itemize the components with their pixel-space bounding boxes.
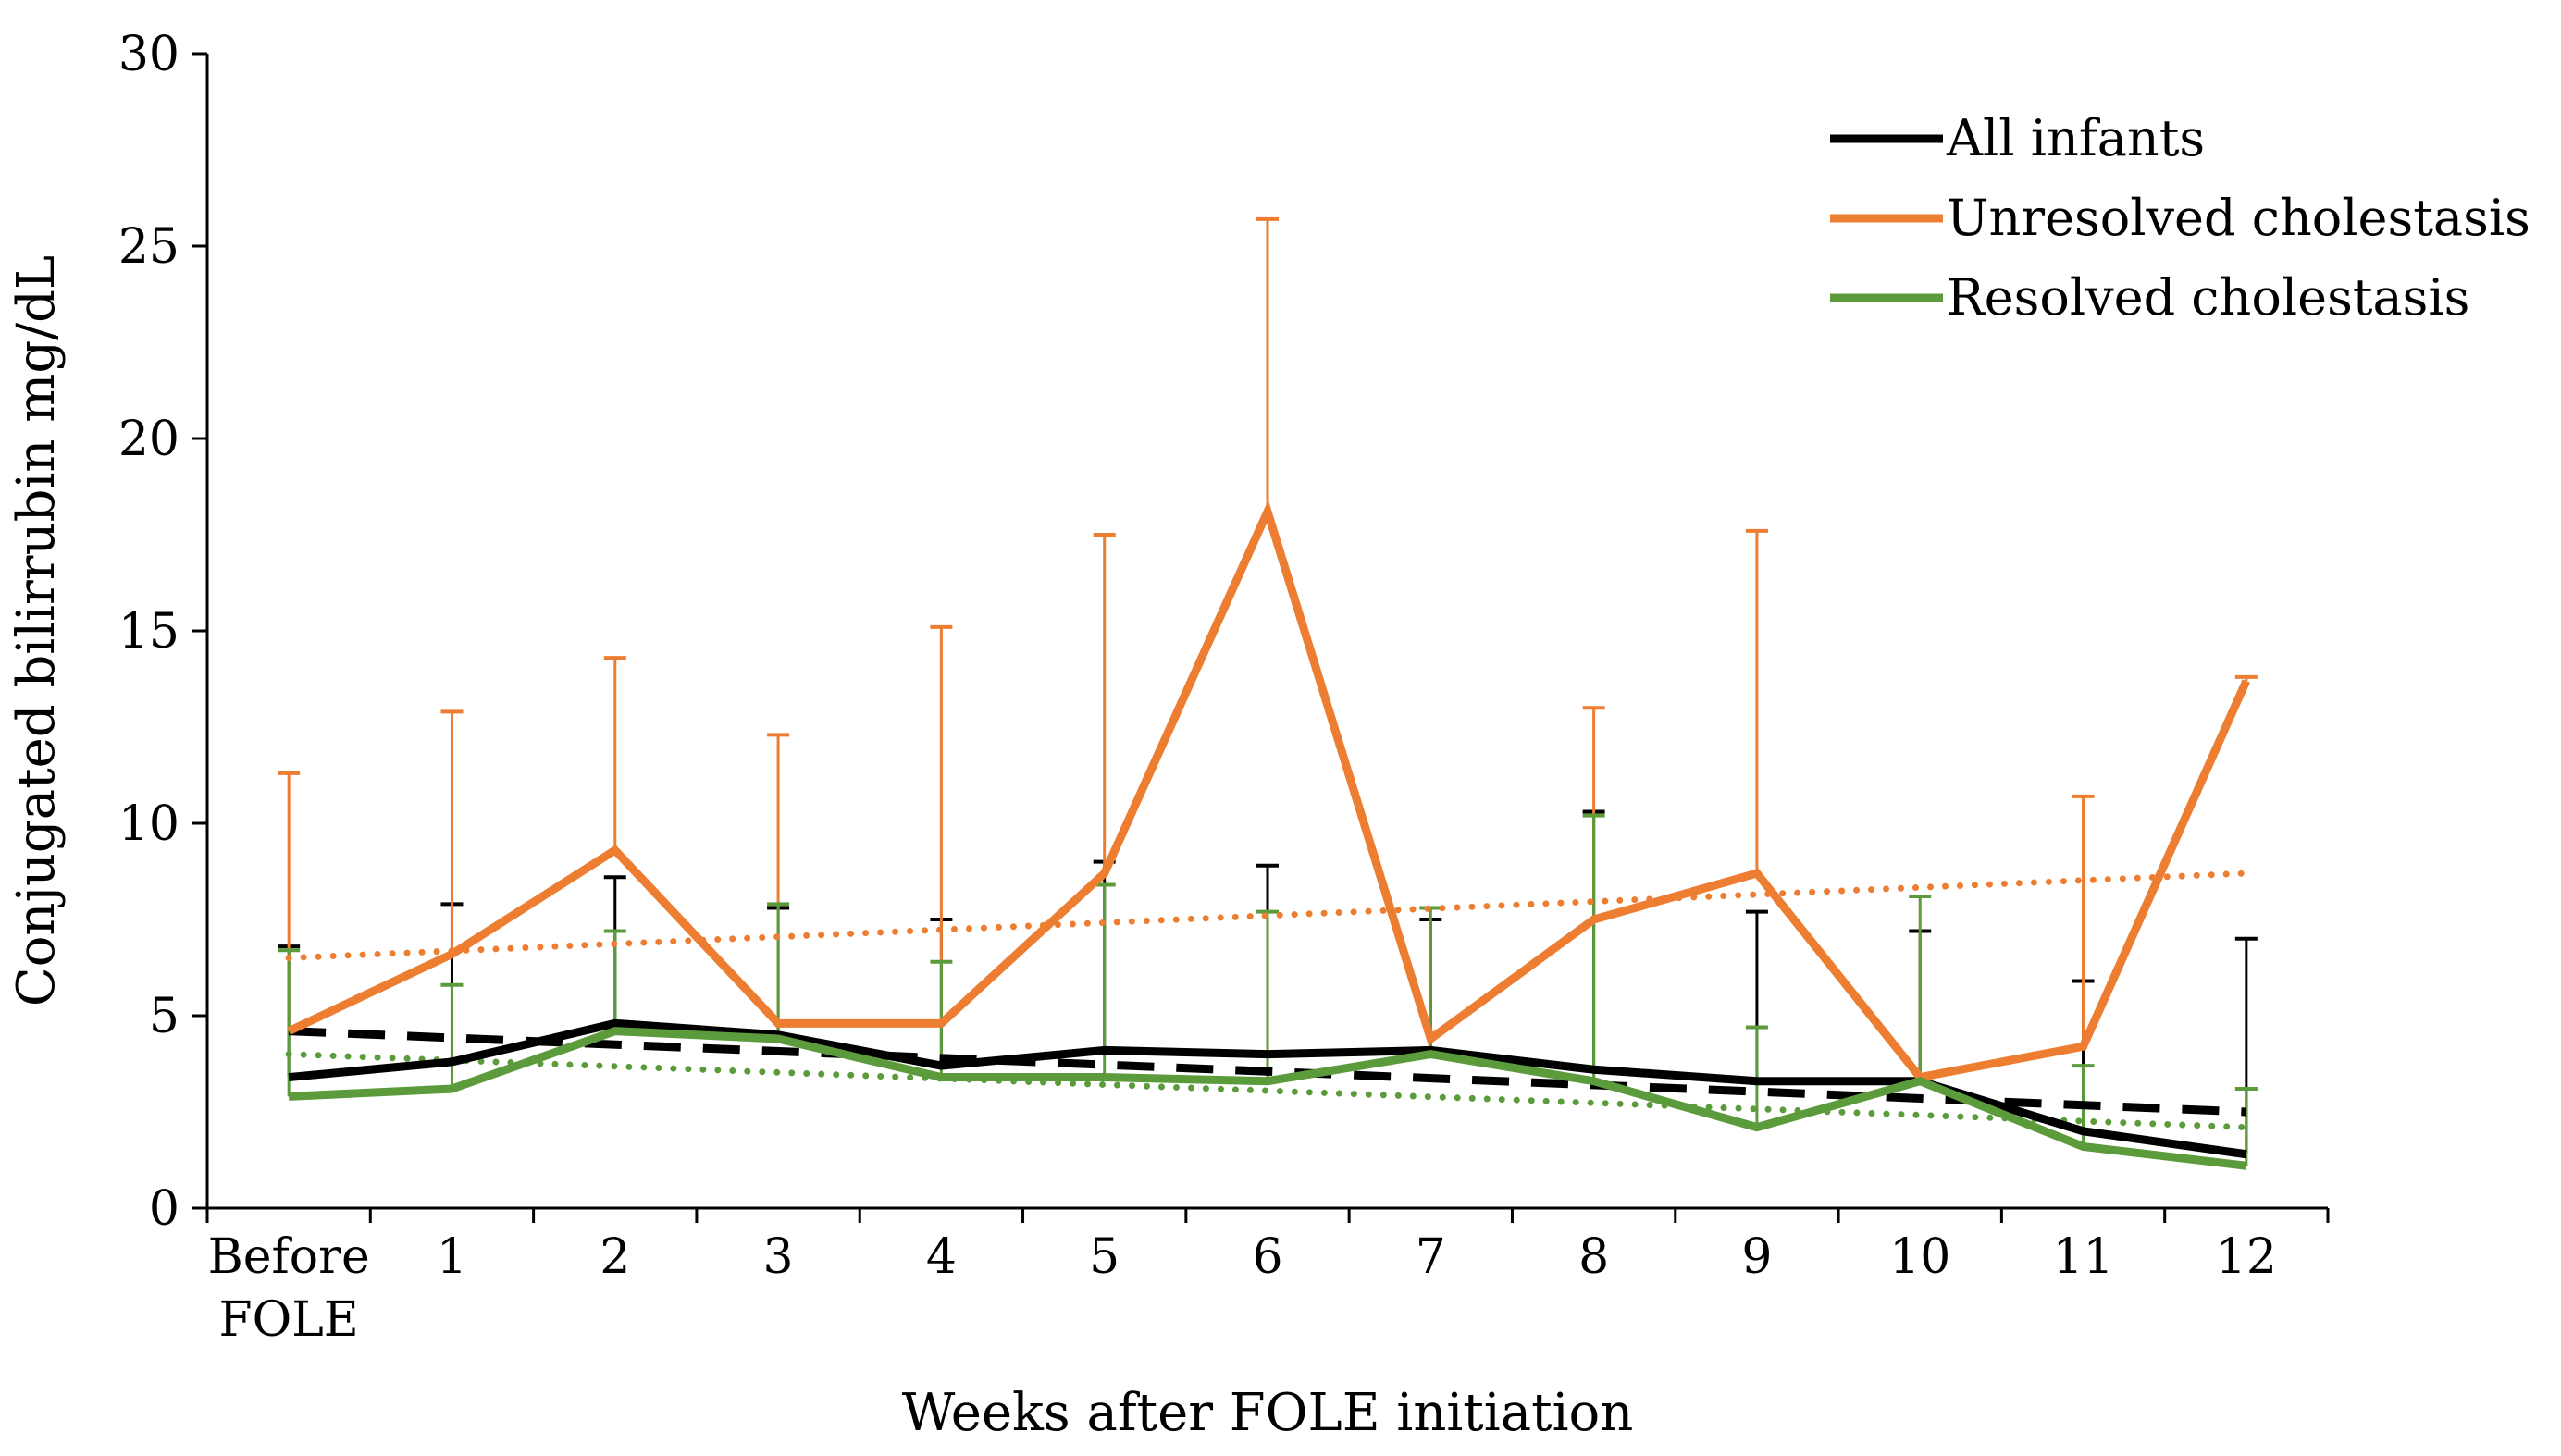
x-tick-label: 7 bbox=[1416, 1229, 1446, 1285]
x-tick-label: 3 bbox=[763, 1229, 794, 1285]
trend-line bbox=[285, 1051, 2250, 1131]
x-tick-label: 12 bbox=[2216, 1229, 2277, 1285]
series-line bbox=[288, 1027, 2247, 1170]
x-tick-label: 6 bbox=[1252, 1229, 1282, 1285]
y-tick-label: 15 bbox=[118, 604, 179, 660]
x-axis-title: Weeks after FOLE initiation bbox=[902, 1383, 1634, 1443]
y-tick-label: 25 bbox=[118, 219, 179, 275]
y-tick-label: 10 bbox=[118, 796, 179, 852]
error-bars bbox=[278, 216, 2258, 1166]
trend-line bbox=[285, 870, 2250, 962]
x-tick-label: 1 bbox=[437, 1229, 467, 1285]
x-tick-label: 2 bbox=[600, 1229, 630, 1285]
legend-label: Resolved cholestasis bbox=[1947, 268, 2469, 327]
y-tick-label: 0 bbox=[149, 1181, 179, 1237]
x-tick-label: 11 bbox=[2052, 1229, 2113, 1285]
legend-label: All infants bbox=[1946, 109, 2205, 167]
y-tick-label: 20 bbox=[118, 412, 179, 467]
y-tick-label: 30 bbox=[118, 27, 179, 82]
series-lines bbox=[287, 500, 2250, 1170]
y-tick-label: 5 bbox=[149, 989, 179, 1044]
legend: All infants Unresolved cholestasis Resolve… bbox=[1830, 109, 2530, 327]
x-tick-label: 4 bbox=[926, 1229, 957, 1285]
x-tick-label: 8 bbox=[1578, 1229, 1609, 1285]
x-tick-label: 9 bbox=[1741, 1229, 1772, 1285]
legend-label: Unresolved cholestasis bbox=[1947, 189, 2530, 247]
x-tick-label: 10 bbox=[1889, 1229, 1950, 1285]
trend-line bbox=[288, 1027, 2247, 1117]
trend-lines bbox=[285, 870, 2250, 1131]
x-tick-label: 5 bbox=[1089, 1229, 1120, 1285]
x-tick-label: FOLE bbox=[219, 1292, 359, 1348]
y-axis-title: Conjugated bilirrubin mg/dL bbox=[6, 255, 67, 1006]
x-tick-label: Before bbox=[208, 1229, 370, 1285]
